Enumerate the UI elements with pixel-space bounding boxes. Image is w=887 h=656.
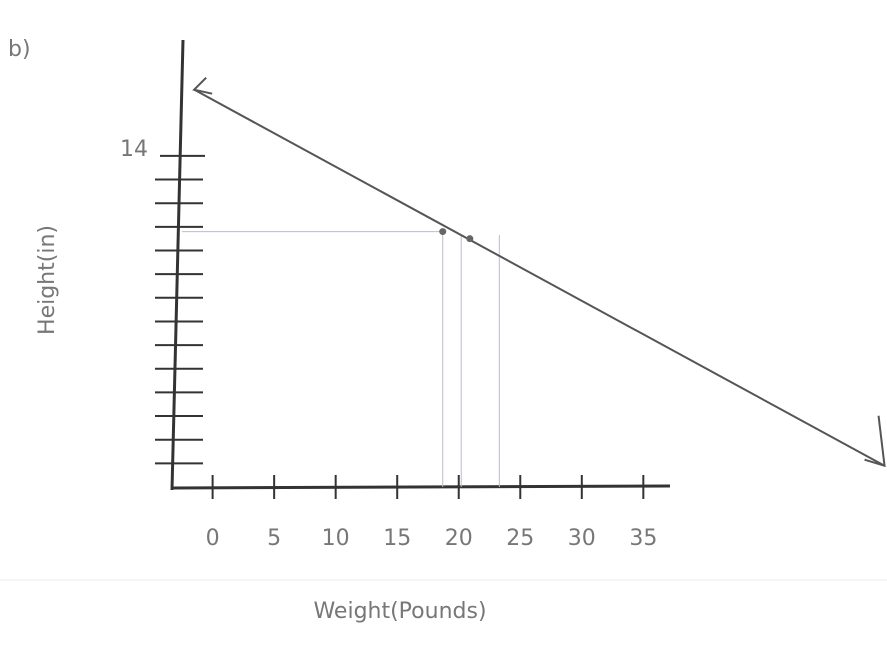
x-tick-label: 5 bbox=[267, 526, 281, 551]
x-tick-label: 15 bbox=[383, 526, 411, 551]
x-tick-label: 30 bbox=[568, 526, 596, 551]
arrow-head bbox=[865, 416, 885, 466]
x-axis bbox=[172, 486, 670, 488]
y-axis bbox=[172, 40, 183, 490]
x-tick-label: 25 bbox=[506, 526, 534, 551]
y-axis-label: Height(in) bbox=[35, 225, 60, 335]
point bbox=[466, 235, 473, 242]
x-tick-label: 35 bbox=[629, 526, 657, 551]
x-tick-label: 0 bbox=[206, 526, 220, 551]
line bbox=[194, 90, 884, 466]
part-label: b) bbox=[8, 37, 31, 62]
y-tick-label: 14 bbox=[120, 137, 148, 162]
point bbox=[439, 228, 446, 235]
chart: b) Height(in) Weight(Pounds) 0 5 10 15 20 25 3… bbox=[0, 0, 887, 656]
x-tick-label: 10 bbox=[322, 526, 350, 551]
x-axis-label: Weight(Pounds) bbox=[313, 599, 486, 624]
x-tick-label: 20 bbox=[445, 526, 473, 551]
arrow-head bbox=[194, 78, 212, 94]
